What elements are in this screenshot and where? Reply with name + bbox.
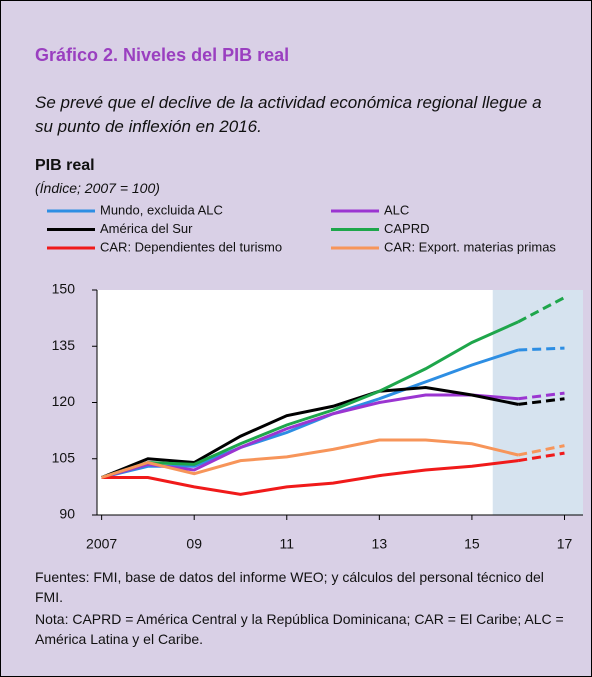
legend-label: ALC [384,202,409,217]
y-tick-label: 150 [52,281,76,297]
y-tick-label: 105 [52,449,76,465]
subtitle: Se prevé que el declive de la actividad … [35,93,542,136]
legend-label: CAR: Export. materias primas [384,239,556,254]
line-projection [518,391,565,401]
x-tick-label: 15 [464,536,480,552]
line-projection [517,451,565,463]
y-tick-label: 135 [52,337,76,353]
line-series [101,320,519,479]
legend-label: CAPRD [384,221,430,236]
y-label: (Índice; 2007 = 100) [35,180,160,196]
y-tick-label: 90 [59,506,75,522]
line-projection [518,397,565,406]
line-series [101,438,519,479]
title: Gráfico 2. Niveles del PIB real [35,45,290,65]
line-projection [517,296,566,324]
legend-label: Mundo, excluida ALC [100,202,223,217]
y-tick-label: 120 [52,393,76,409]
note: Nota: CAPRD = América Central y la Repúb… [35,611,564,647]
source: Fuentes: FMI, base de datos del informe … [35,569,544,605]
legend-label: CAR: Dependientes del turismo [100,239,282,254]
chart-title: PIB real [35,157,95,174]
x-tick-label: 17 [557,536,573,552]
x-tick-label: 2007 [86,536,117,552]
line-series [101,459,519,496]
line-projection [517,444,565,457]
x-tick-label: 11 [279,536,294,552]
x-tick-label: 13 [372,536,388,552]
x-tick-label: 09 [186,536,202,552]
line-projection [518,346,565,352]
legend-label: América del Sur [100,221,193,236]
line-series [101,385,519,479]
